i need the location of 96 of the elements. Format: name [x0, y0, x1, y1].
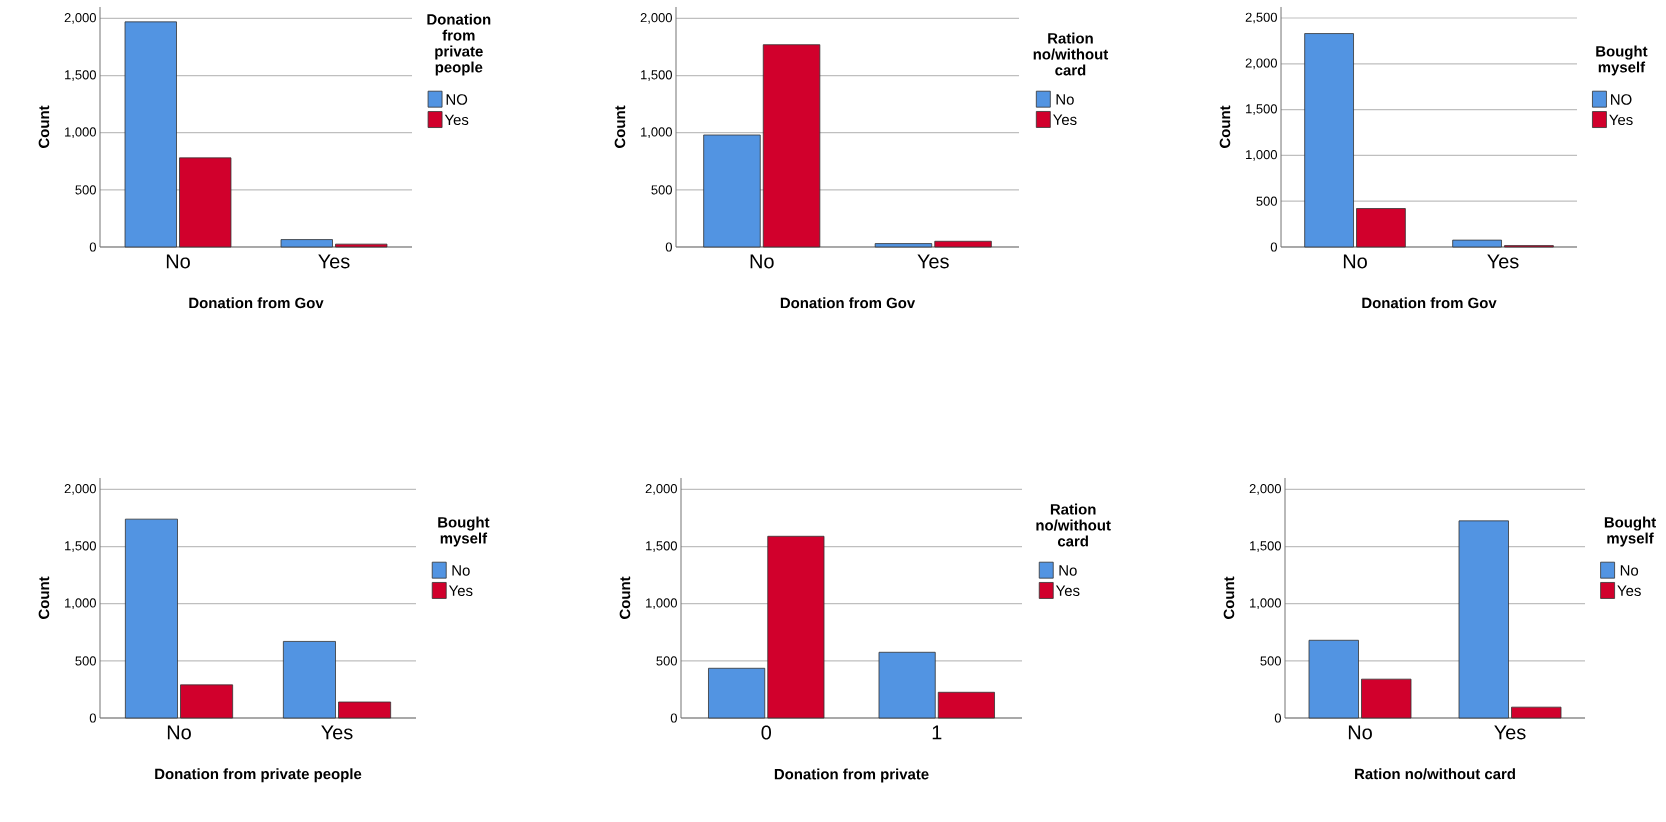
- legend-title: Ration no/without card: [1036, 503, 1111, 547]
- bar: [767, 535, 825, 719]
- y-axis-title: Count: [619, 576, 631, 619]
- y-tick-label: 1,500: [65, 541, 96, 552]
- x-tick-label: No: [1343, 254, 1367, 269]
- legend-label: No: [1620, 565, 1639, 576]
- y-axis-title: Count: [38, 576, 50, 619]
- bar: [934, 240, 992, 248]
- y-tick-label: 0: [670, 713, 677, 723]
- x-axis-title: Donation from private people: [155, 768, 362, 783]
- bar: [762, 44, 821, 248]
- x-axis-title: Donation from Gov: [1362, 297, 1497, 309]
- x-tick-label: No: [167, 725, 191, 740]
- x-tick-label: No: [166, 254, 190, 269]
- x-tick-label: Yes: [321, 725, 353, 740]
- x-axis-title: Ration no/without card: [1355, 768, 1515, 780]
- legend-label: Yes: [1609, 114, 1633, 126]
- bar: [1308, 639, 1359, 719]
- legend-label: Yes: [444, 114, 469, 126]
- y-tick-label: 500: [1260, 656, 1281, 666]
- legend-label: Yes: [1617, 585, 1641, 596]
- y-axis-title: Count: [1223, 576, 1235, 619]
- y-tick-label: 1,000: [65, 127, 96, 139]
- x-tick-label: No: [750, 254, 774, 269]
- bar: [124, 518, 178, 719]
- bar: [708, 667, 766, 719]
- y-tick-label: 1,000: [1246, 150, 1277, 161]
- bar: [180, 684, 234, 719]
- legend-label: NO: [446, 94, 468, 105]
- y-tick-label: 0: [1270, 242, 1277, 252]
- y-tick-label: 1,500: [1246, 104, 1277, 115]
- x-tick-label: 1: [932, 725, 942, 740]
- legend-label: Yes: [448, 585, 473, 596]
- y-tick-label: 1,500: [1250, 541, 1281, 552]
- y-tick-label: 500: [75, 656, 96, 666]
- y-tick-label: 2,000: [640, 13, 672, 24]
- y-tick-label: 1,000: [641, 127, 672, 139]
- y-tick-label: 2,000: [64, 484, 96, 495]
- y-tick-label: 1,000: [646, 598, 677, 610]
- y-tick-label: 500: [75, 185, 96, 195]
- y-axis-title: Count: [38, 105, 50, 148]
- legend-title: Donation from private people: [427, 13, 491, 76]
- x-tick-label: Yes: [1494, 725, 1526, 740]
- x-tick-label: 0: [761, 725, 772, 740]
- y-tick-label: 0: [89, 713, 96, 723]
- bar: [703, 134, 761, 248]
- x-tick-label: Yes: [917, 254, 949, 269]
- legend-title: Ration no/without card: [1033, 32, 1109, 76]
- y-axis-title: Count: [1219, 105, 1231, 148]
- bar: [1361, 678, 1412, 719]
- y-tick-label: 500: [1256, 196, 1277, 206]
- legend-title: Bought myself: [438, 516, 490, 547]
- x-tick-label: No: [1348, 725, 1372, 740]
- y-tick-label: 2,500: [1245, 12, 1277, 24]
- x-axis-title: Donation from Gov: [780, 297, 916, 309]
- x-axis-title: Donation from private: [774, 768, 929, 783]
- legend-label: Yes: [1055, 585, 1080, 596]
- bar: [282, 641, 336, 719]
- bar: [1452, 239, 1502, 248]
- bar: [878, 651, 936, 719]
- bar: [874, 243, 933, 248]
- y-tick-label: 2,000: [1245, 58, 1277, 70]
- bar: [124, 21, 177, 248]
- x-axis-title: Donation from Gov: [189, 297, 324, 309]
- y-tick-label: 2,000: [1249, 484, 1281, 495]
- y-tick-label: 0: [1274, 713, 1281, 723]
- y-tick-label: 1,000: [65, 598, 96, 610]
- y-tick-label: 2,000: [645, 484, 677, 495]
- y-tick-label: 500: [656, 656, 677, 666]
- bar: [1458, 520, 1509, 719]
- bar: [1304, 33, 1354, 248]
- bar: [1356, 208, 1406, 248]
- y-tick-label: 1,000: [1250, 598, 1281, 610]
- legend-label: No: [452, 565, 470, 576]
- y-tick-label: 1,500: [65, 70, 96, 81]
- bar: [280, 239, 333, 248]
- bar: [1511, 706, 1562, 719]
- y-tick-label: 2,000: [64, 13, 96, 24]
- y-tick-label: 500: [651, 185, 672, 195]
- x-tick-label: Yes: [1487, 254, 1519, 269]
- legend-label: No: [1059, 565, 1077, 576]
- y-axis-title: Count: [614, 105, 626, 148]
- bar: [179, 157, 232, 248]
- y-tick-label: 1,500: [641, 70, 672, 81]
- y-tick-label: 1,500: [646, 541, 677, 552]
- legend-label: Yes: [1053, 114, 1077, 125]
- legend-title: Bought myself: [1604, 516, 1656, 547]
- x-tick-label: Yes: [318, 254, 350, 269]
- legend-label: No: [1056, 94, 1074, 105]
- y-tick-label: 0: [665, 242, 672, 252]
- bar: [335, 243, 388, 248]
- bar: [937, 691, 995, 719]
- legend-title: Bought myself: [1596, 45, 1648, 76]
- y-tick-label: 0: [89, 242, 96, 252]
- bar: [338, 701, 392, 719]
- legend-label: NO: [1611, 94, 1632, 105]
